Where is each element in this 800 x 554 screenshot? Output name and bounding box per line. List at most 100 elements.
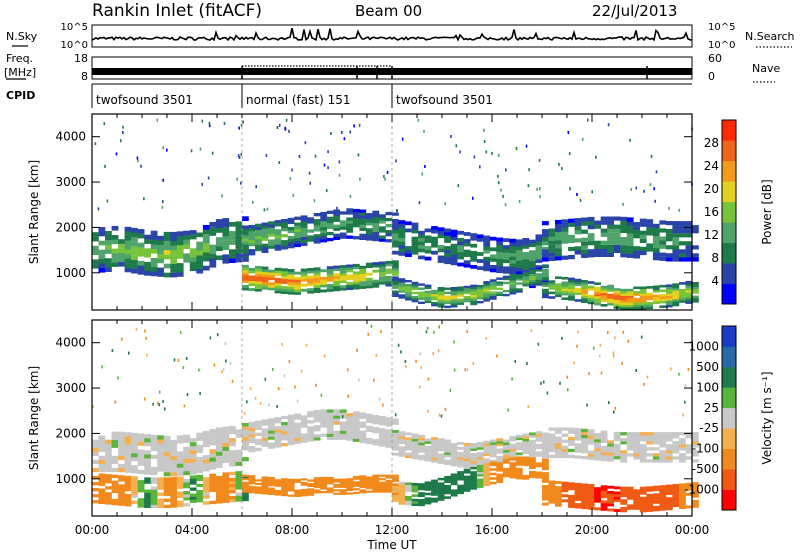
power-cell-914: [489, 279, 497, 282]
power-cell-82: [157, 254, 164, 259]
power-cell-195: [242, 280, 249, 283]
velocity-cell-1089: [463, 477, 471, 481]
power-cell-1276: [626, 288, 634, 292]
power-cell-1351: [685, 283, 693, 286]
velocity-cell-1046: [431, 488, 438, 492]
velocity-cell-63: [137, 437, 145, 442]
power-cell-663: [450, 233, 458, 237]
velocity-cell-418: [261, 434, 269, 438]
velocity-cell-1198: [548, 433, 556, 437]
power-cell-152: [215, 255, 223, 261]
power-cell-600: [398, 244, 406, 249]
velocity-cell-26: [111, 439, 119, 444]
power-cell-761: [529, 239, 536, 244]
velocity-noise-129: [158, 403, 160, 407]
velocity-cell-547: [359, 430, 367, 434]
power-cell-1058: [607, 224, 614, 229]
power-cell-711: [496, 255, 504, 259]
power-cell-890: [476, 294, 484, 298]
power-cell-549: [359, 209, 367, 213]
power-cell-465: [294, 237, 301, 242]
velocity-cell-1295: [633, 456, 641, 460]
power-cell-1341: [679, 288, 686, 292]
power-cell-168: [229, 258, 236, 263]
power-cell-514: [333, 227, 341, 231]
power-colorbar-tick-2: 12: [704, 228, 719, 242]
velocity-cell-1292: [626, 438, 634, 442]
velocity-cell-1530: [659, 490, 667, 494]
velocity-cell-694: [320, 476, 328, 480]
power-cell-733: [509, 242, 517, 247]
velocity-cell-400: [248, 446, 256, 450]
velocity-cell-1468: [613, 509, 621, 512]
power-cell-671: [457, 237, 464, 242]
velocity-cell-333: [196, 474, 204, 479]
power-cell-1117: [659, 256, 667, 261]
velocity-cell-386: [242, 494, 249, 499]
velocity-cell-210: [98, 482, 106, 486]
velocity-cell-118: [183, 466, 191, 472]
velocity-cell-768: [385, 487, 393, 490]
power-cell-366: [372, 264, 380, 268]
velocity-cell-269: [144, 477, 151, 481]
velocity-cell-362: [222, 487, 230, 491]
velocity-cell-49: [131, 465, 138, 470]
velocity-cell-1226: [574, 443, 582, 447]
power-cell-658: [450, 254, 458, 259]
velocity-cell-771: [385, 481, 393, 484]
velocity-cell-629: [268, 484, 275, 487]
velocity-cell-232: [118, 493, 125, 497]
velocity-cell-713: [339, 482, 347, 485]
power-cell-1132: [672, 253, 680, 258]
velocity-cell-1538: [665, 492, 673, 495]
velocity-cell-1367: [692, 459, 699, 463]
velocity-cell-248: [131, 494, 138, 498]
power-cell-1028: [581, 217, 588, 222]
power-cell-36: [124, 263, 132, 268]
velocity-cell-528: [346, 428, 354, 432]
velocity-cell-939: [502, 444, 510, 448]
velocity-cell-876: [457, 457, 464, 460]
power-cell-361: [365, 262, 373, 266]
power-noise-129: [140, 164, 142, 168]
velocity-cell-595: [242, 485, 249, 488]
velocity-cell-1139: [502, 461, 510, 464]
velocity-cell-1573: [692, 484, 699, 488]
velocity-cell-733: [359, 485, 367, 489]
velocity-cell-735: [359, 482, 367, 485]
velocity-cell-1400: [555, 481, 562, 484]
velocity-cell-852: [437, 443, 445, 447]
velocity-cell-439: [274, 420, 282, 424]
power-cell-404: [248, 249, 256, 253]
velocity-cell-378: [235, 492, 243, 496]
nsky-tick-bottom-right: 10^0: [708, 40, 735, 51]
velocity-cell-66: [144, 466, 151, 471]
power-cell-100: [170, 250, 178, 255]
power-cell-332: [346, 277, 354, 280]
power-cell-1034: [587, 225, 595, 230]
velocity-cell-39: [124, 464, 132, 469]
power-cell-313: [333, 283, 341, 287]
power-cell-1149: [685, 257, 693, 262]
velocity-cell-572: [379, 422, 386, 426]
power-cell-496: [320, 236, 328, 240]
power-cell-715: [496, 241, 504, 245]
power-cell-692: [483, 267, 491, 272]
velocity-cell-901: [476, 459, 484, 463]
power-cell-598: [398, 252, 406, 256]
power-cell-532: [346, 211, 354, 215]
power-cell-1164: [542, 293, 549, 296]
velocity-cell-1365: [685, 435, 693, 439]
power-cell-662: [450, 236, 458, 241]
velocity-cell-353: [215, 488, 223, 492]
velocity-cell-1102: [476, 485, 484, 488]
power-cell-96: [170, 268, 178, 273]
velocity-noise-126: [437, 349, 440, 353]
power-cell-1111: [652, 244, 660, 249]
velocity-cell-910: [483, 453, 491, 457]
velocity-cell-945: [509, 451, 517, 454]
velocity-cell-1397: [555, 491, 562, 495]
power-cell-537: [352, 218, 360, 222]
